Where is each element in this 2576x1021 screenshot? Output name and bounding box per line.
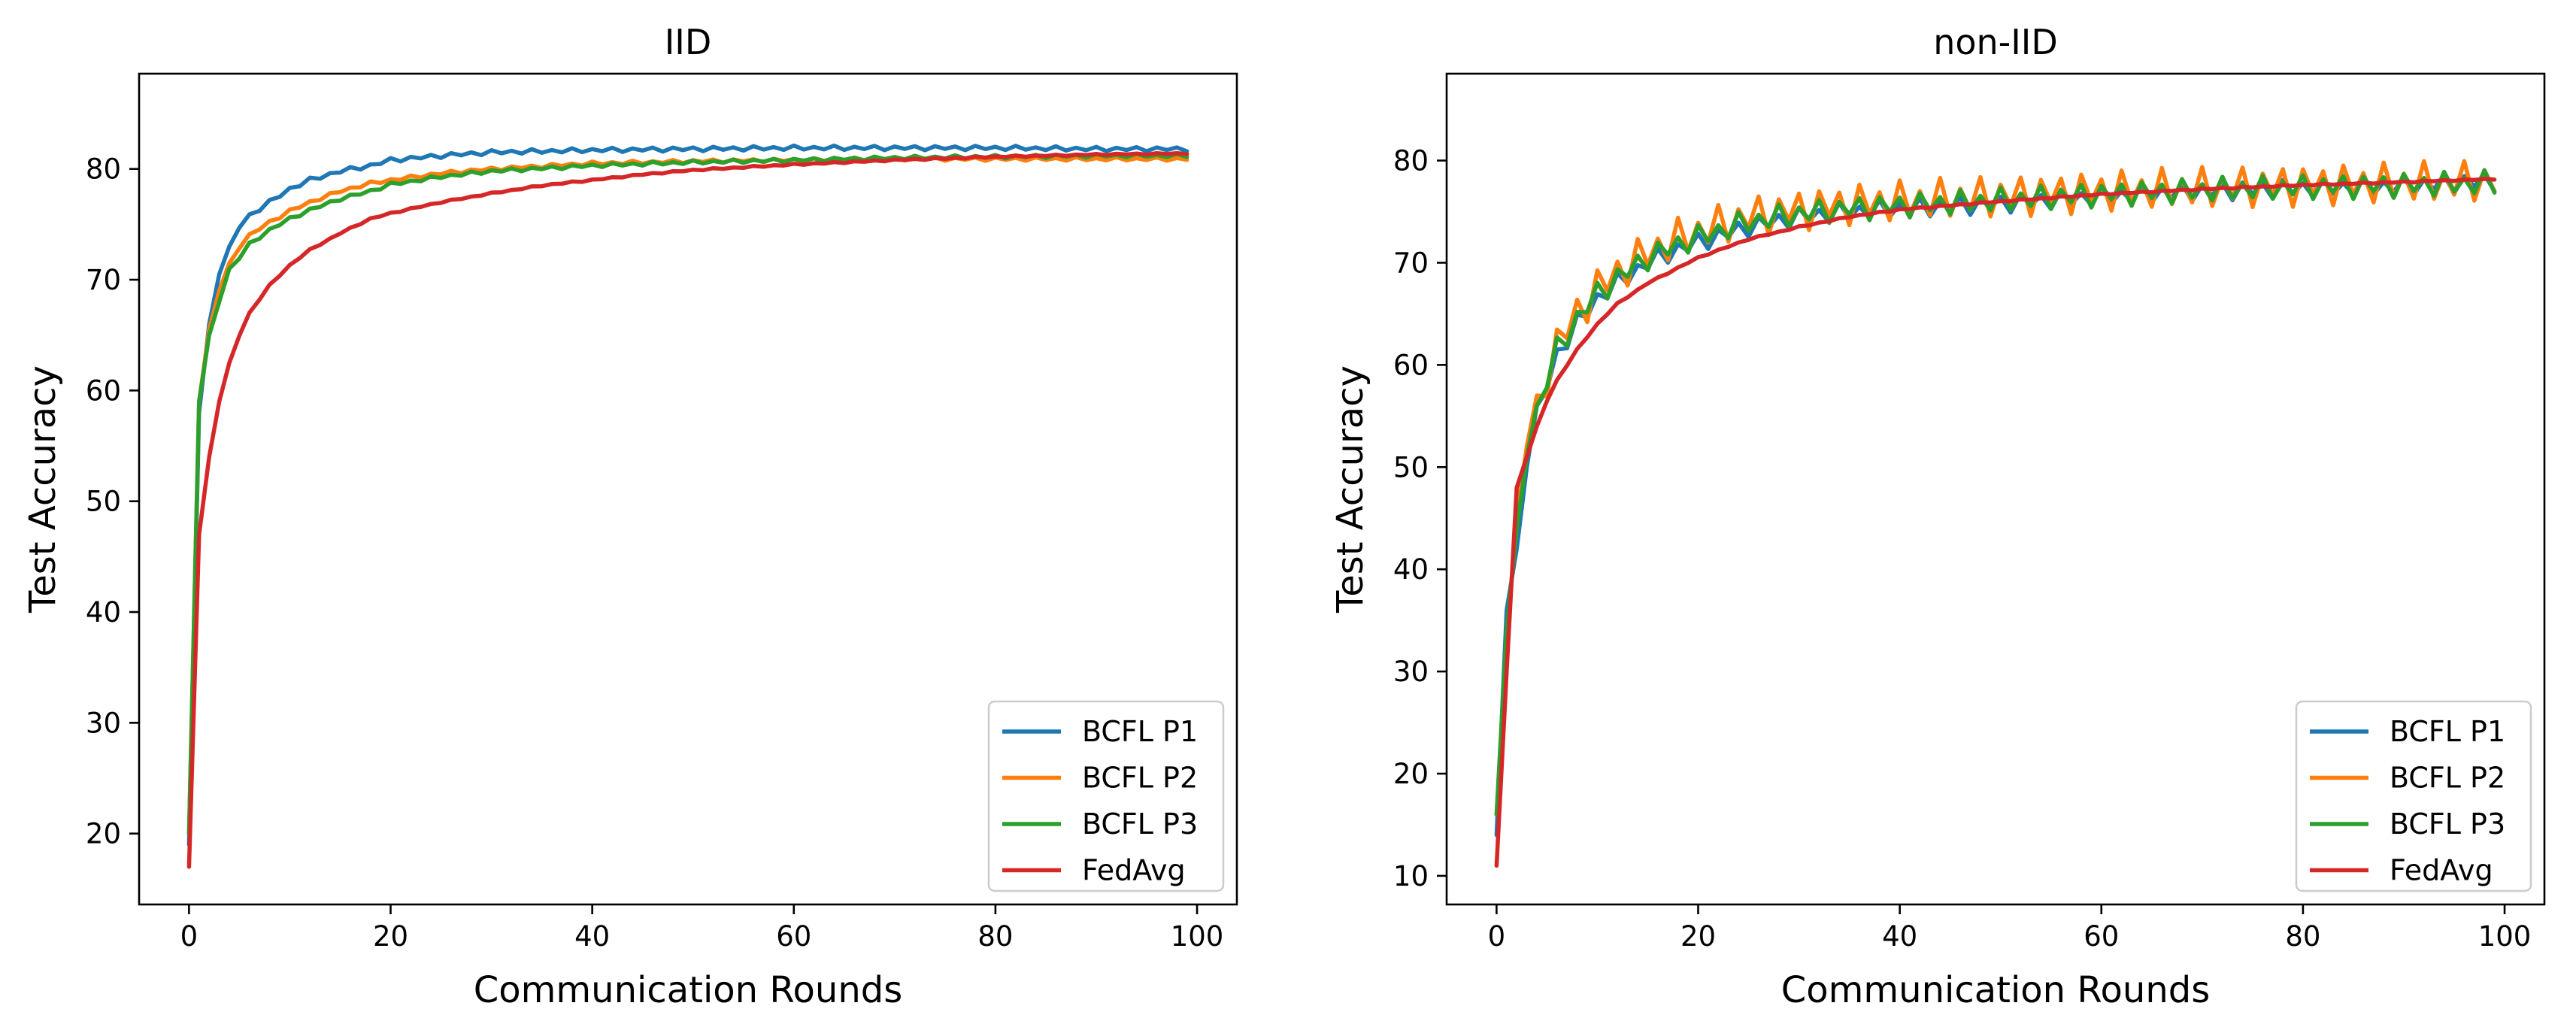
- y-axis-label: Test Accuracy: [1329, 365, 1371, 614]
- x-tick-label: 0: [180, 920, 199, 953]
- axes-frame: [1445, 72, 2546, 906]
- y-tick-label: 50: [86, 486, 121, 518]
- x-tick-label: 60: [776, 920, 811, 953]
- legend-label-bcfl-p2: BCFL P2: [1082, 762, 1198, 795]
- series-line-fedavg: [186, 150, 1190, 869]
- x-tick-label: 80: [2285, 920, 2320, 953]
- y-tick-label: 80: [86, 153, 121, 186]
- legend: BCFL P1 BCFL P2 BCFL P3 FedAvg: [2295, 700, 2532, 892]
- x-tick-label: 80: [977, 920, 1013, 953]
- y-axis-label: Test Accuracy: [22, 365, 64, 614]
- series-line-fedavg: [1494, 177, 2497, 868]
- y-tick-label: 30: [86, 707, 121, 739]
- chart-iid: IID Communication Rounds Test Accuracy 0…: [22, 22, 1238, 1011]
- y-tick-label: 20: [86, 818, 121, 850]
- y-tick-label: 20: [1393, 758, 1429, 790]
- axes-frame: [138, 72, 1238, 906]
- x-tick-label: 0: [1488, 920, 1506, 953]
- y-tick-label: 40: [1393, 553, 1429, 586]
- y-tick-label: 40: [86, 596, 121, 629]
- legend: BCFL P1 BCFL P2 BCFL P3 FedAvg: [987, 700, 1225, 892]
- chart-title: non-IID: [1933, 22, 2058, 62]
- legend-label-bcfl-p3: BCFL P3: [2390, 807, 2505, 841]
- x-tick-label: 100: [2478, 920, 2532, 953]
- y-tick-label: 70: [86, 264, 121, 296]
- x-axis-label: Communication Rounds: [1781, 969, 2210, 1011]
- x-axis-label: Communication Rounds: [474, 969, 902, 1011]
- y-tick-label: 10: [1393, 860, 1429, 892]
- legend-label-fedavg: FedAvg: [2390, 854, 2493, 887]
- x-tick-label: 60: [2084, 920, 2119, 953]
- legend-label-fedavg: FedAvg: [1082, 854, 1186, 887]
- series-line-bcfl-p1: [186, 143, 1190, 847]
- x-tick-label: 40: [1882, 920, 1917, 953]
- y-tick-label: 70: [1393, 247, 1429, 279]
- y-tick-label: 80: [1393, 145, 1429, 177]
- x-tick-label: 20: [1680, 920, 1716, 953]
- y-tick-label: 60: [86, 374, 121, 407]
- legend-label-bcfl-p1: BCFL P1: [2390, 715, 2505, 748]
- y-tick-label: 60: [1393, 349, 1429, 381]
- legend-label-bcfl-p2: BCFL P2: [2390, 762, 2505, 795]
- legend-label-bcfl-p3: BCFL P3: [1082, 807, 1198, 841]
- chart-title: IID: [665, 22, 712, 62]
- x-tick-label: 40: [574, 920, 610, 953]
- y-tick-label: 50: [1393, 451, 1429, 483]
- legend-label-bcfl-p1: BCFL P1: [1082, 715, 1198, 748]
- x-tick-label: 100: [1171, 920, 1224, 953]
- chart-non-iid: non-IID Communication Rounds Test Accura…: [1329, 22, 2546, 1011]
- y-tick-label: 30: [1393, 656, 1429, 688]
- x-tick-label: 20: [373, 920, 408, 953]
